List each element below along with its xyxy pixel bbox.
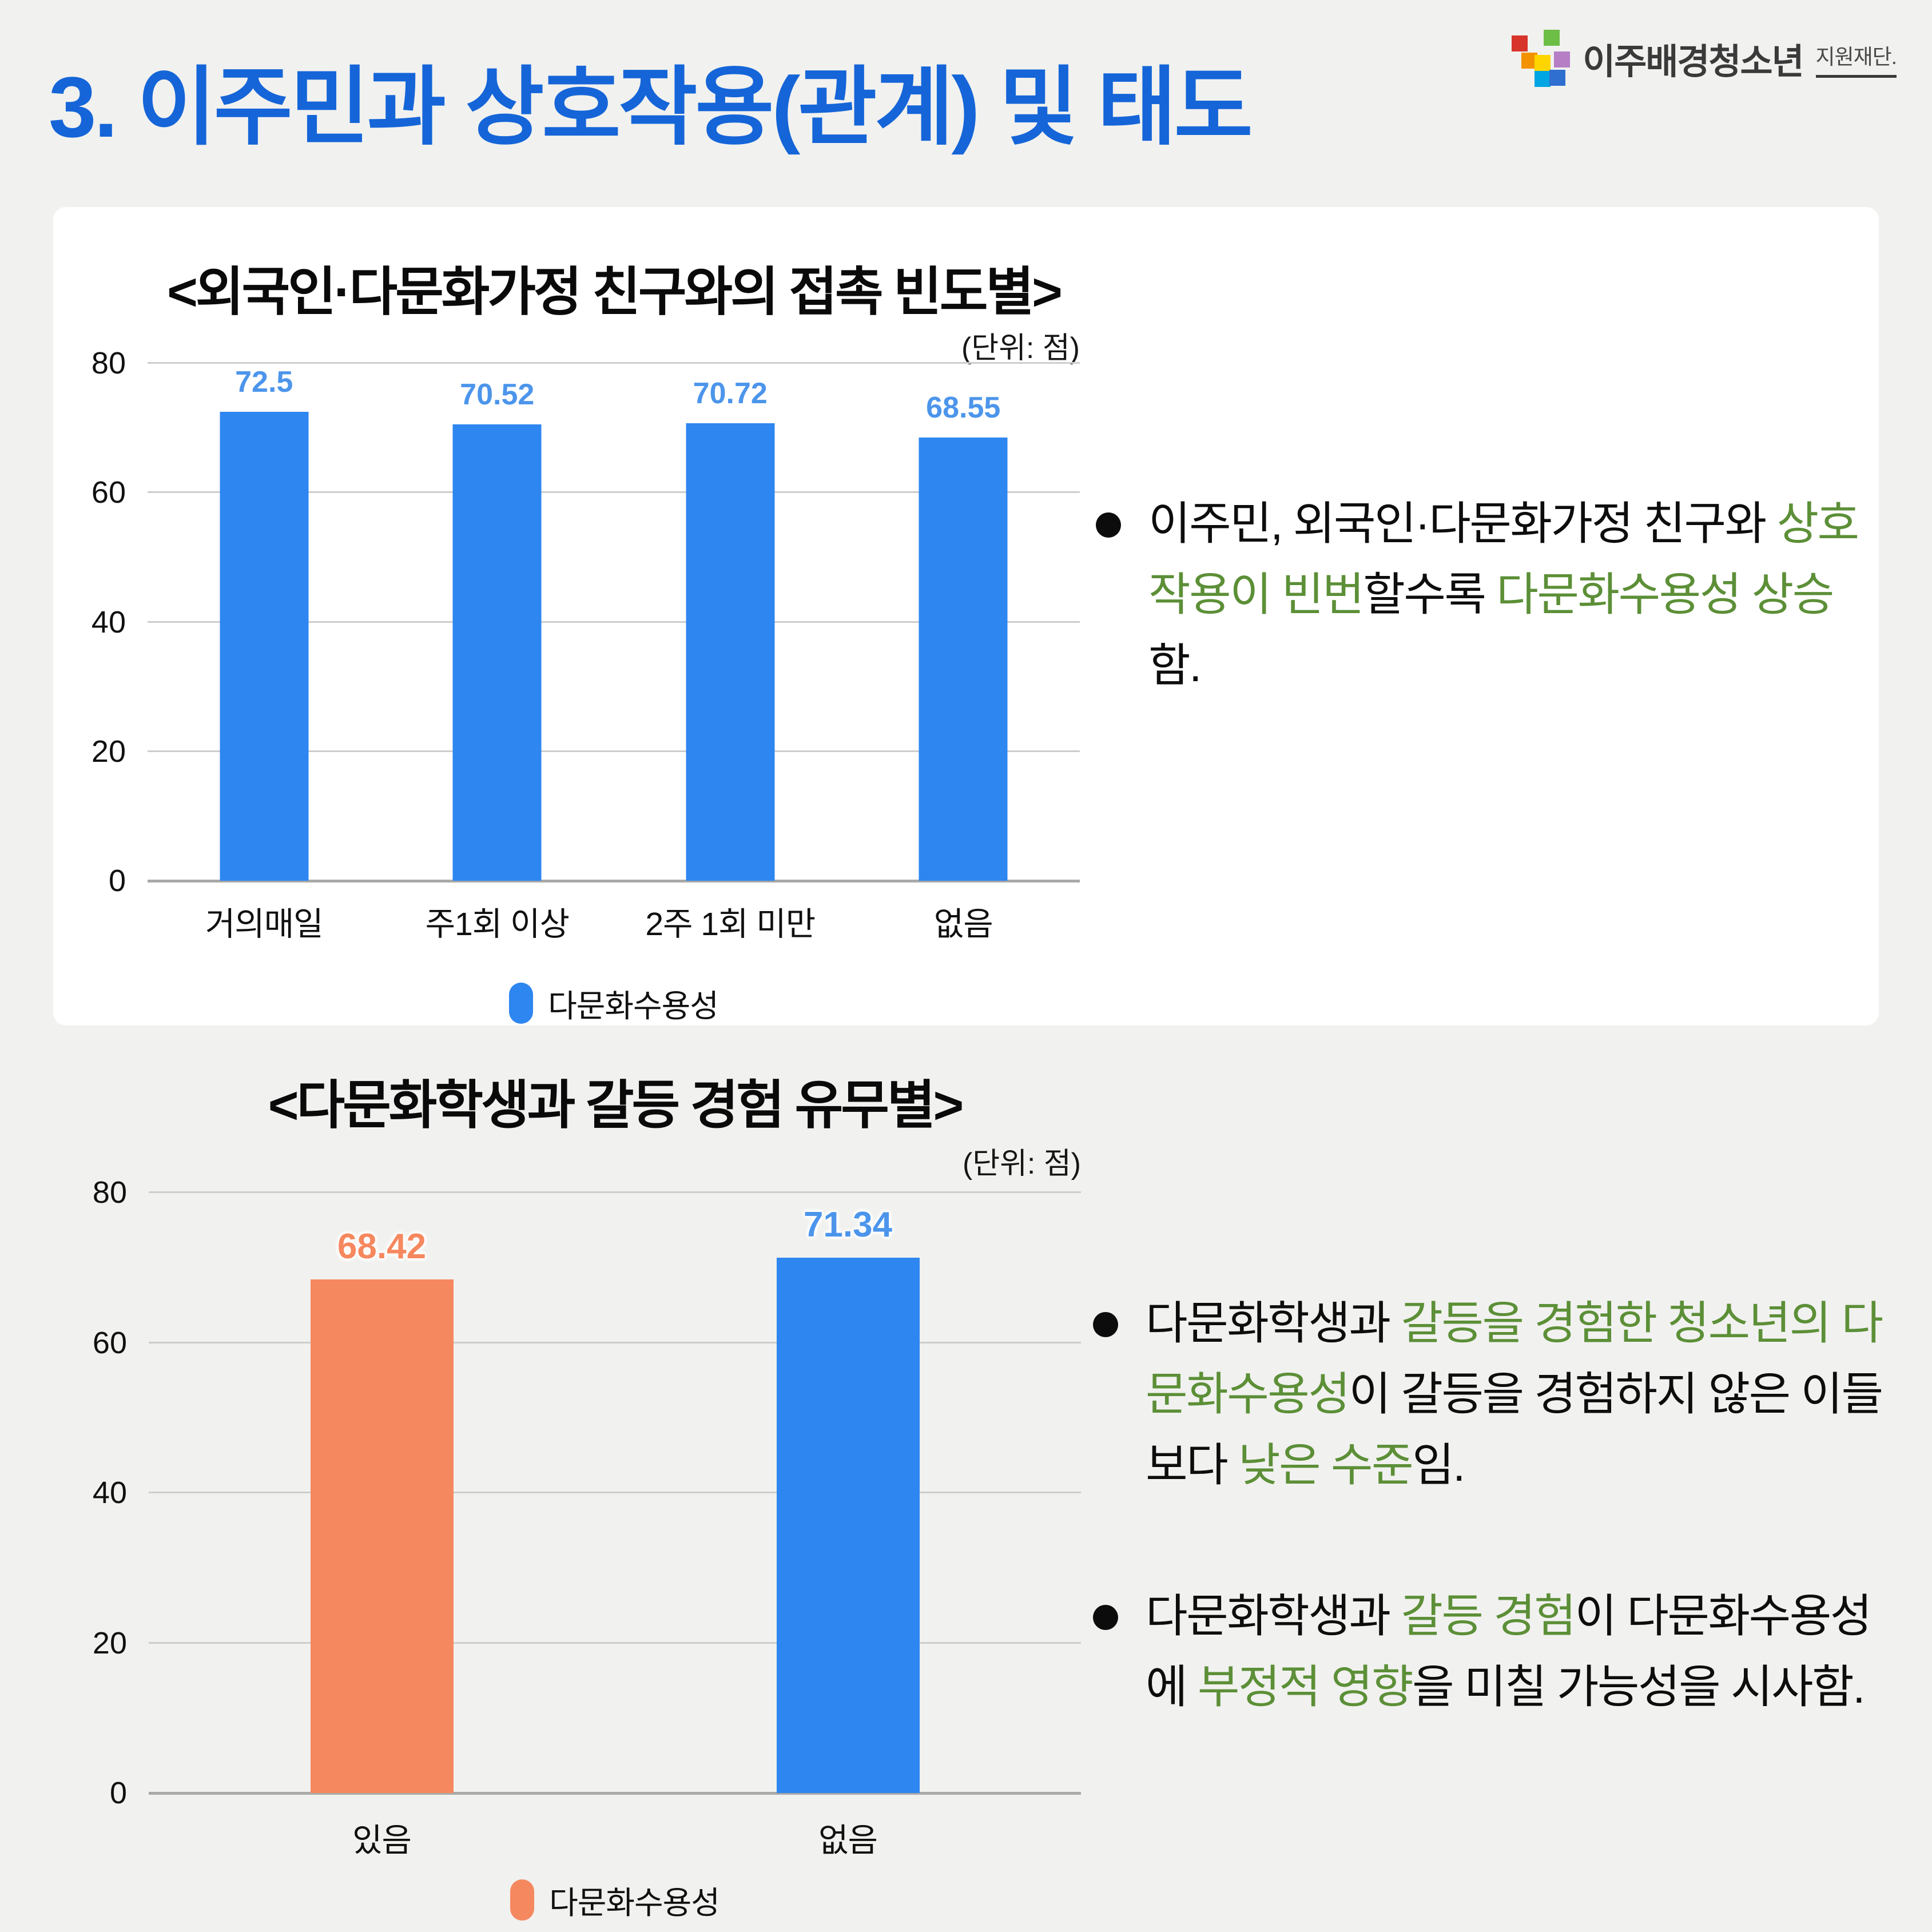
body-text: 을 미칠 가능성을 시사함. <box>1412 1661 1865 1712</box>
bar-value-label: 72.5 <box>235 365 293 399</box>
highlighted-text: 낮은 수준 <box>1238 1440 1414 1490</box>
x-axis-label-없음: 없음 <box>818 1822 878 1859</box>
logo-square-icon <box>1535 71 1551 87</box>
insight-text-conflict: 다문화학생과 갈등을 경험한 청소년의 다문화수용성이 갈등을 경험하지 않은 … <box>1088 1288 1889 1723</box>
logo-suffix: 지원재단. <box>1815 39 1897 78</box>
gridline <box>148 880 1080 882</box>
page-title: 3. 이주민과 상호작용(관계) 및 태도 <box>49 59 1253 155</box>
legend: 다문화수용성 <box>149 1877 1081 1923</box>
highlighted-text: 갈등 경험 <box>1401 1591 1576 1641</box>
bar-slot: 70.52 <box>381 363 614 881</box>
org-logo: 이주배경청소년 지원재단. <box>1510 30 1897 87</box>
highlighted-text: 부정적 영향 <box>1197 1661 1414 1712</box>
bar-value-label: 71.34 <box>803 1204 893 1245</box>
x-axis-label-주1회 이상: 주1회 이상 <box>425 906 570 943</box>
y-axis-tick-label: 60 <box>91 475 126 510</box>
gridline <box>148 491 1080 494</box>
gridline <box>149 1641 1081 1644</box>
logo-square-icon <box>1544 30 1560 46</box>
legend: 다문화수용성 <box>148 980 1080 1026</box>
logo-square-icon <box>1549 70 1566 86</box>
chart-title: <외국인·다문화가정 친구와의 접촉 빈도별> <box>167 263 1063 321</box>
y-axis-tick-label: 20 <box>92 1625 127 1660</box>
bar-2주 1회 미만 <box>686 423 775 881</box>
logo-name: 이주배경청소년 <box>1583 42 1804 82</box>
chart-title: <다문화학생과 갈등 경험 유무별> <box>268 1076 964 1135</box>
x-axis-label-거의매일: 거의매일 <box>205 906 324 943</box>
bar-value-label: 70.72 <box>693 376 768 410</box>
body-text: 함. <box>1148 640 1202 691</box>
logo-square-icon <box>1535 55 1551 71</box>
bar-slot: 68.55 <box>847 363 1080 881</box>
gridline <box>149 1792 1081 1795</box>
gridline <box>149 1191 1081 1193</box>
highlighted-text: 갈등을 경험한 청소년의 다문화수용성 <box>1146 1298 1883 1420</box>
highlighted-text: 다문화수용성 상승 <box>1496 569 1834 620</box>
body-text: 이 갈등을 경험하지 않은 이들보다 <box>1146 1369 1883 1490</box>
body-text: 이주민, 외국인·다문화가정 친구와 <box>1148 498 1777 549</box>
x-axis-labels: 거의매일 주1회 이상 2주 1회 미만 없음 <box>148 898 1080 943</box>
conflict-experience-chart: <다문화학생과 갈등 경험 유무별> (단위: 점) 80 60 40 20 0 68.4… <box>53 1029 1932 1932</box>
y-axis-tick-label: 20 <box>91 734 126 769</box>
highlighted-text: 상호작용이 빈번 <box>1148 498 1859 620</box>
gridline <box>148 621 1080 623</box>
y-axis-tick-label: 40 <box>91 605 126 639</box>
bar-slot: 68.42 <box>149 1192 615 1793</box>
y-axis-tick-label: 40 <box>92 1476 127 1510</box>
unit-label: (단위: 점) <box>961 332 1080 365</box>
bar-slot: 70.72 <box>614 363 847 881</box>
bar-없음 <box>776 1257 920 1793</box>
gridline <box>148 750 1080 752</box>
bar-없음 <box>919 437 1008 881</box>
x-axis-label-있음: 있음 <box>352 1822 412 1859</box>
y-axis-tick-label: 0 <box>109 1776 127 1810</box>
legend-label: 다문화수용성 <box>549 1885 720 1921</box>
bar-있음 <box>310 1279 454 1793</box>
gridline <box>149 1341 1081 1343</box>
contact-frequency-card: <외국인·다문화가정 친구와의 접촉 빈도별> (단위: 점) 80 60 40 20… <box>53 207 1879 1025</box>
contact-frequency-chart: <외국인·다문화가정 친구와의 접촉 빈도별> (단위: 점) 80 60 40 20… <box>53 207 1879 1025</box>
x-axis-label-없음: 없음 <box>933 906 993 943</box>
insight-text-contact: 이주민, 외국인·다문화가정 친구와 상호작용이 빈번할수록 다문화수용성 상승… <box>1091 488 1869 701</box>
logo-mosaic-icon <box>1510 30 1571 87</box>
insight-bullet: 다문화학생과 갈등을 경험한 청소년의 다문화수용성이 갈등을 경험하지 않은 … <box>1088 1288 1889 1501</box>
logo-square-icon <box>1554 51 1571 67</box>
x-axis-labels: 있음 없음 <box>149 1814 1081 1859</box>
y-axis-tick-label: 80 <box>92 1175 127 1210</box>
legend-label: 다문화수용성 <box>548 988 719 1024</box>
y-axis-tick-label: 80 <box>91 346 126 380</box>
plot-area: 80 60 40 20 0 68.42 71.34 <box>93 1175 1081 1810</box>
insight-bullet: 다문화학생과 갈등 경험이 다문화수용성에 부정적 영향을 미칠 가능성을 시사… <box>1088 1581 1889 1723</box>
plot-area: 80 60 40 20 0 72.5 70.52 70.72 68.55 <box>92 346 1080 898</box>
body-text: 다문화학생과 <box>1146 1298 1401 1349</box>
bar-거의매일 <box>220 411 309 881</box>
unit-label: (단위: 점) <box>962 1147 1081 1180</box>
body-text: 할수록 <box>1363 569 1497 620</box>
gridline <box>149 1492 1081 1493</box>
body-text: 다문화학생과 <box>1146 1591 1401 1641</box>
bar-주1회 이상 <box>452 424 542 881</box>
body-text: 임. <box>1412 1440 1465 1490</box>
y-axis-tick-label: 0 <box>108 864 126 898</box>
body-text: 이 다문화수용성에 <box>1146 1591 1872 1712</box>
insight-bullet: 이주민, 외국인·다문화가정 친구와 상호작용이 빈번할수록 다문화수용성 상승… <box>1091 488 1869 701</box>
legend-swatch <box>510 1879 535 1921</box>
bar-value-label: 68.55 <box>926 391 1001 424</box>
gridline <box>148 362 1080 364</box>
logo-square-icon <box>1512 35 1528 51</box>
x-axis-label-2주 1회 미만: 2주 1회 미만 <box>645 906 816 943</box>
bar-slot: 71.34 <box>615 1192 1081 1793</box>
bar-value-label: 70.52 <box>460 378 535 412</box>
legend-swatch <box>509 983 534 1024</box>
conflict-experience-section: <다문화학생과 갈등 경험 유무별> (단위: 점) 80 60 40 20 0 68.4… <box>53 1029 1932 1932</box>
y-axis-tick-label: 60 <box>92 1325 127 1360</box>
bar-slot: 72.5 <box>148 363 381 881</box>
bar-value-label: 68.42 <box>337 1227 427 1266</box>
